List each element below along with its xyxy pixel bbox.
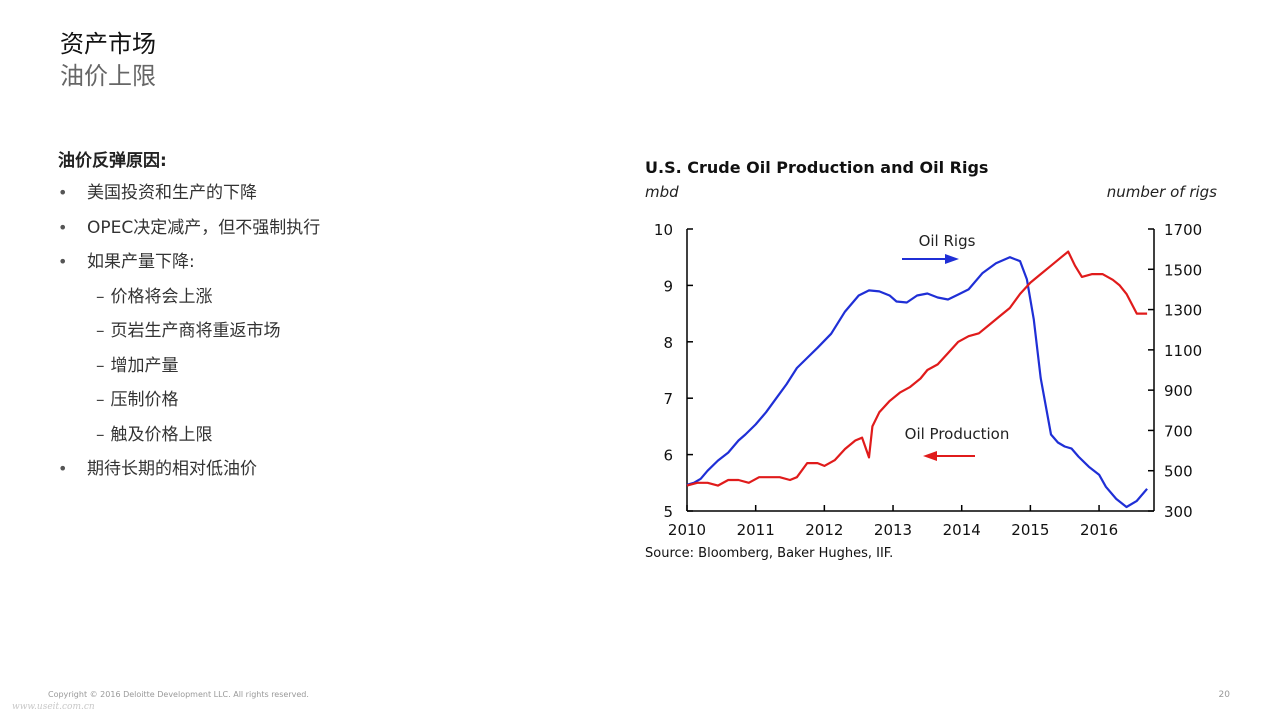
title-block: 资产市场 油价上限 [60,28,156,92]
bullet-marker: • [58,217,68,237]
dash-marker: – [96,355,105,376]
sub-item-text: 增加产量 [110,355,179,376]
page-number: 20 [1218,690,1230,700]
oil-production-line [686,250,1148,487]
bullet-marker: • [58,459,68,478]
x-tick-label: 2012 [805,521,843,539]
x-tick-label: 2016 [1080,521,1118,539]
chart-source: Source: Bloomberg, Baker Hughes, IIF. [645,546,893,561]
sub-item-text: 压制价格 [110,390,179,410]
list-item: • 美国投资和生产的下降 [58,181,578,216]
bullet-list: 油价反弹原因: • 美国投资和生产的下降 • OPEC决定减产，但不强制执行 • 如果… [58,146,578,492]
y2-tick-label: 500 [1164,463,1193,481]
sub-list-item: – 价格将会上涨 [58,285,578,320]
slide-subtitle: 油价上限 [60,62,156,90]
y-tick-label: 5 [663,503,673,521]
sub-list-item: – 触及价格上限 [58,423,578,458]
oil-rigs-line [686,256,1148,509]
list-item: • OPEC决定减产，但不强制执行 [58,216,578,251]
y-tick-label: 7 [663,390,673,408]
x-tick-label: 2010 [668,521,706,539]
sub-item-text: 页岩生产商将重返市场 [110,321,281,341]
y2-tick-label: 1500 [1164,261,1202,279]
sub-list-item: – 压制价格 [58,388,578,423]
dash-marker: – [96,286,105,307]
y2-tick-label: 1700 [1164,221,1202,239]
watermark: www.useit.com.cn [12,702,95,712]
slide-title: 资产市场 [60,30,156,58]
y2-tick-label: 1100 [1164,342,1202,360]
x-tick-label: 2015 [1011,521,1049,539]
oil-rigs-annotation: Oil Rigs [919,232,976,250]
x-tick-label: 2011 [737,521,775,539]
chart-title: U.S. Crude Oil Production and Oil Rigs [645,158,988,177]
y-tick-label: 6 [663,447,673,465]
bullet-marker: • [58,252,68,271]
copyright-footer: Copyright © 2016 Deloitte Development LL… [48,690,309,699]
oil-production-annotation: Oil Production [905,425,1010,443]
sub-item-text: 价格将会上涨 [110,286,213,307]
y-tick-label: 8 [663,334,673,352]
y-tick-label: 10 [654,221,673,239]
sub-list-item: – 页岩生产商将重返市场 [58,319,578,354]
oil-rigs-arrow-head [945,254,959,264]
sub-item-text: 触及价格上限 [110,424,213,445]
list-item-text: 美国投资和生产的下降 [87,183,257,203]
y2-tick-label: 900 [1164,382,1193,400]
list-item: • 期待长期的相对低油价 [58,457,578,492]
dash-marker: – [96,390,105,410]
y-axis-label: mbd [645,183,679,201]
list-item-text: OPEC决定减产，但不强制执行 [87,217,321,238]
list-item: • 如果产量下降: [58,250,578,285]
bullet-marker: • [58,183,68,202]
y-tick-label: 9 [663,277,673,295]
list-item-text: 期待长期的相对低油价 [87,459,257,479]
bullet-heading: 油价反弹原因: [58,151,167,171]
dash-marker: – [96,424,105,445]
y2-tick-label: 1300 [1164,302,1202,320]
dash-marker: – [96,321,105,341]
sub-list-item: – 增加产量 [58,354,578,389]
y2-tick-label: 700 [1164,422,1193,440]
x-tick-label: 2014 [943,521,981,539]
x-tick-label: 2013 [874,521,912,539]
oil-production-arrow-head [923,451,937,461]
oil-chart: U.S. Crude Oil Production and Oil Rigs mb… [645,158,1217,561]
list-item-text: 如果产量下降: [87,252,195,272]
y2-tick-label: 300 [1164,503,1193,521]
y2-axis-label: number of rigs [1107,183,1217,201]
